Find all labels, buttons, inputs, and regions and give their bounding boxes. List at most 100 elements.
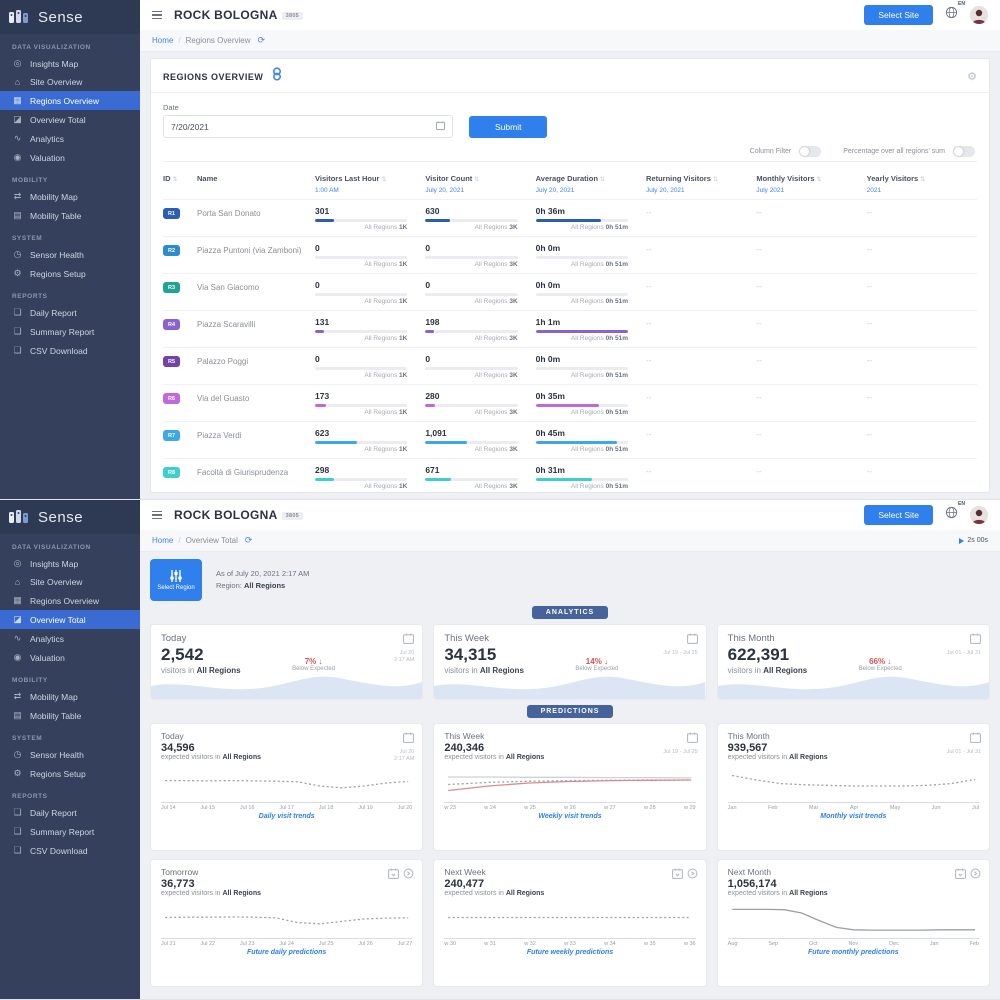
table-row[interactable]: R6 Via del Guasto 173 All Regions 1K 280 All …: [163, 384, 977, 421]
sidebar-item-overview-total[interactable]: ◪ Overview Total: [0, 110, 140, 129]
sidebar-item-analytics[interactable]: ∿ Analytics: [0, 129, 140, 148]
sidebar-item-regions-setup[interactable]: ⚙ Regions Setup: [0, 264, 140, 283]
sidebar-item-csv-download[interactable]: ❏ CSV Download: [0, 841, 140, 860]
sidebar-item-site-overview[interactable]: ⌂ Site Overview: [0, 73, 140, 91]
sort-icon[interactable]: ⇅: [172, 177, 178, 183]
sidebar-item-sensor-health[interactable]: ◷ Sensor Health: [0, 245, 140, 264]
sidebar-item-mobility-table[interactable]: ▤ Mobility Table: [0, 206, 140, 225]
x-axis-tick-label: Oct: [809, 941, 818, 947]
sidebar-item-regions-setup[interactable]: ⚙ Regions Setup: [0, 764, 140, 783]
card-footer-link[interactable]: Weekly visit trends: [538, 813, 602, 820]
refresh-icon[interactable]: ⟳: [257, 35, 266, 45]
sort-icon[interactable]: ⇅: [920, 177, 926, 183]
metric-value: 131: [315, 317, 330, 327]
x-axis-tick-label: Dec: [889, 941, 899, 947]
avatar[interactable]: [970, 6, 988, 24]
sidebar-item-daily-report[interactable]: ❏ Daily Report: [0, 303, 140, 322]
sidebar-item-summary-report[interactable]: ❏ Summary Report: [0, 322, 140, 341]
sidebar-item-mobility-map[interactable]: ⇄ Mobility Map: [0, 187, 140, 206]
menu-icon[interactable]: [152, 10, 162, 20]
sort-icon[interactable]: ⇅: [381, 177, 387, 183]
x-axis-tick-label: w 33: [564, 941, 576, 947]
sidebar-item-regions-overview[interactable]: ▦ Regions Overview: [0, 91, 140, 110]
delta-note: Below Expected: [575, 666, 619, 672]
card-footer-link[interactable]: Future monthly predictions: [808, 949, 899, 956]
menu-icon[interactable]: [152, 510, 162, 520]
language-icon[interactable]: EN: [945, 501, 965, 524]
metric-bar-fill: [535, 404, 600, 407]
sidebar-item-csv-download[interactable]: ❏ CSV Download: [0, 341, 140, 360]
sort-icon[interactable]: ⇅: [816, 177, 822, 183]
sidebar-item-sensor-health[interactable]: ◷ Sensor Health: [0, 745, 140, 764]
card-value: 2,542: [161, 645, 204, 664]
route-icon: ⇄: [13, 191, 22, 201]
select-site-button[interactable]: Select Site: [864, 5, 933, 25]
sidebar-item-daily-report[interactable]: ❏ Daily Report: [0, 803, 140, 822]
sort-icon[interactable]: ⇅: [712, 177, 718, 183]
avatar[interactable]: [970, 506, 988, 524]
card-footer-link[interactable]: Future daily predictions: [246, 949, 327, 956]
sidebar-item-insights-map[interactable]: ◎ Insights Map: [0, 54, 140, 73]
sort-icon[interactable]: ⇅: [474, 177, 480, 183]
calendar-export-icon[interactable]: [388, 866, 400, 884]
average-duration-cell: 0h 35m All Regions 0h 51m: [535, 391, 646, 416]
table-row[interactable]: R4 Piazza Scaravilli 131 All Regions 1K 198 A…: [163, 310, 977, 347]
prediction-card-tomorrow: Tomorrow 36,773 expected visitors in All R…: [150, 859, 424, 987]
metric-value: 630: [425, 206, 440, 216]
prediction-card-this-month: This Month 939,567 expected visitors in Al…: [716, 723, 990, 851]
metric-bar: [315, 293, 408, 296]
table-header-row: ID ⇅ Name Visitors Last Hour ⇅ 1:00 AM Visitor…: [163, 161, 977, 199]
map-pin-icon: ◎: [13, 558, 22, 568]
table-row[interactable]: R1 Porta San Donato 301 All Regions 1K 630 Al…: [163, 199, 977, 236]
language-icon[interactable]: EN: [945, 1, 965, 24]
breadcrumb-home-link[interactable]: Home: [152, 536, 174, 545]
mini-line-chart: [728, 765, 979, 801]
sidebar-item-regions-overview[interactable]: ▦ Regions Overview: [0, 591, 140, 610]
card-footer-link[interactable]: Monthly visit trends: [820, 813, 887, 820]
sidebar-item-analytics[interactable]: ∿ Analytics: [0, 629, 140, 648]
calendar-export-icon[interactable]: [671, 866, 683, 884]
table-row[interactable]: R2 Piazza Puntoni (via Zamboni) 0 All Regio…: [163, 236, 977, 273]
card-actions: [671, 866, 698, 884]
sidebar-item-site-overview[interactable]: ⌂ Site Overview: [0, 573, 140, 591]
breadcrumb-home-link[interactable]: Home: [152, 36, 174, 45]
region-name: Piazza Scaravilli: [197, 320, 256, 329]
sidebar-item-overview-total[interactable]: ◪ Overview Total: [0, 610, 140, 629]
column-filter-toggle[interactable]: [799, 146, 822, 157]
table-row[interactable]: R7 Piazza Verdi 623 All Regions 1K 1,091 All …: [163, 421, 977, 458]
region-name: Piazza Puntoni (via Zamboni): [197, 246, 302, 255]
gear-icon[interactable]: ⚙: [967, 71, 977, 83]
column-header-subtitle: 2021: [866, 187, 882, 194]
select-site-button[interactable]: Select Site: [864, 505, 933, 525]
link-icon[interactable]: [271, 67, 283, 86]
circle-more-icon[interactable]: [970, 866, 981, 884]
submit-button[interactable]: Submit: [469, 116, 548, 138]
card-footer-link[interactable]: Future weekly predictions: [526, 949, 614, 956]
table-row[interactable]: R3 Via San Giacomo 0 All Regions 1K 0 All Reg…: [163, 273, 977, 310]
circle-more-icon[interactable]: [403, 866, 414, 884]
metric-value: 1h 1m: [535, 317, 561, 327]
column-header-subtitle: July 20, 2021: [425, 187, 464, 194]
metric-bar: [315, 219, 408, 222]
sliders-icon: [170, 569, 182, 582]
card-footer-link[interactable]: Daily visit trends: [258, 813, 315, 820]
percentage-toggle[interactable]: [953, 146, 975, 157]
table-row[interactable]: R8 Facoltà di Giurisprudenza 298 All Region…: [163, 458, 977, 492]
circle-more-icon[interactable]: [687, 866, 698, 884]
table-row[interactable]: R5 Palazzo Poggi 0 All Regions 1K 0 All Regio…: [163, 347, 977, 384]
sidebar-item-mobility-map[interactable]: ⇄ Mobility Map: [0, 687, 140, 706]
sidebar-item-valuation[interactable]: ◉ Valuation: [0, 648, 140, 667]
sidebar-item-summary-report[interactable]: ❏ Summary Report: [0, 822, 140, 841]
calendar-export-icon[interactable]: [954, 866, 966, 884]
date-input[interactable]: 7/20/2021: [163, 115, 453, 138]
card-title: This Week: [444, 633, 490, 644]
play-icon[interactable]: [959, 537, 965, 544]
metric-value: 0h 45m: [535, 428, 565, 438]
sidebar-item-mobility-table[interactable]: ▤ Mobility Table: [0, 706, 140, 725]
sidebar-item-insights-map[interactable]: ◎ Insights Map: [0, 554, 140, 573]
sort-icon[interactable]: ⇅: [599, 177, 605, 183]
calendar-icon[interactable]: [436, 121, 445, 132]
sidebar-item-valuation[interactable]: ◉ Valuation: [0, 148, 140, 167]
select-region-button[interactable]: Select Region: [150, 559, 202, 601]
refresh-icon[interactable]: ⟳: [244, 535, 253, 545]
